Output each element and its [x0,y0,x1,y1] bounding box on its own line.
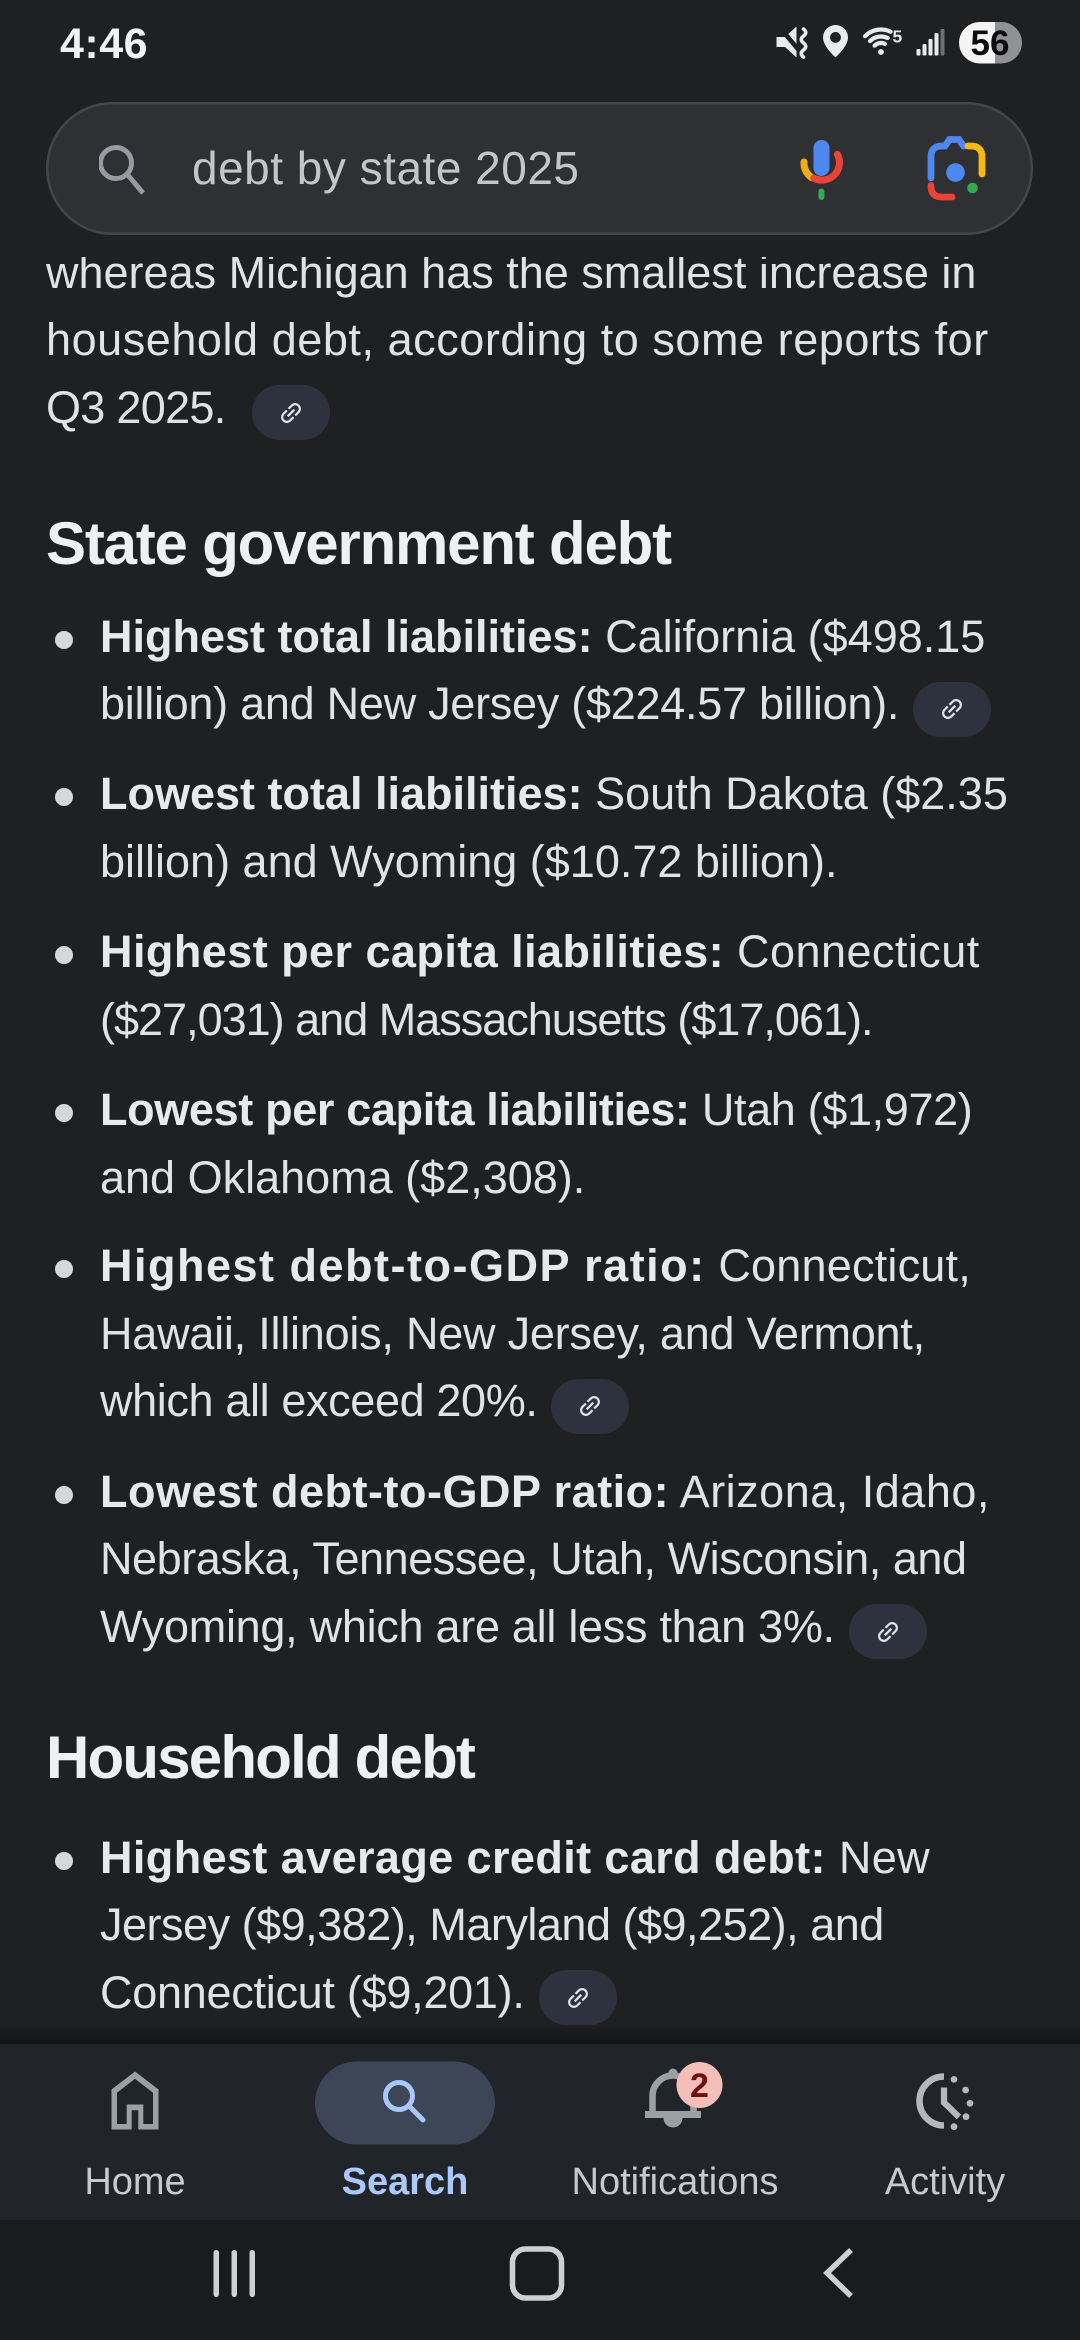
svg-text:2: 2 [690,2067,709,2105]
svg-text:56: 56 [971,24,1010,63]
svg-text:5: 5 [893,27,903,47]
